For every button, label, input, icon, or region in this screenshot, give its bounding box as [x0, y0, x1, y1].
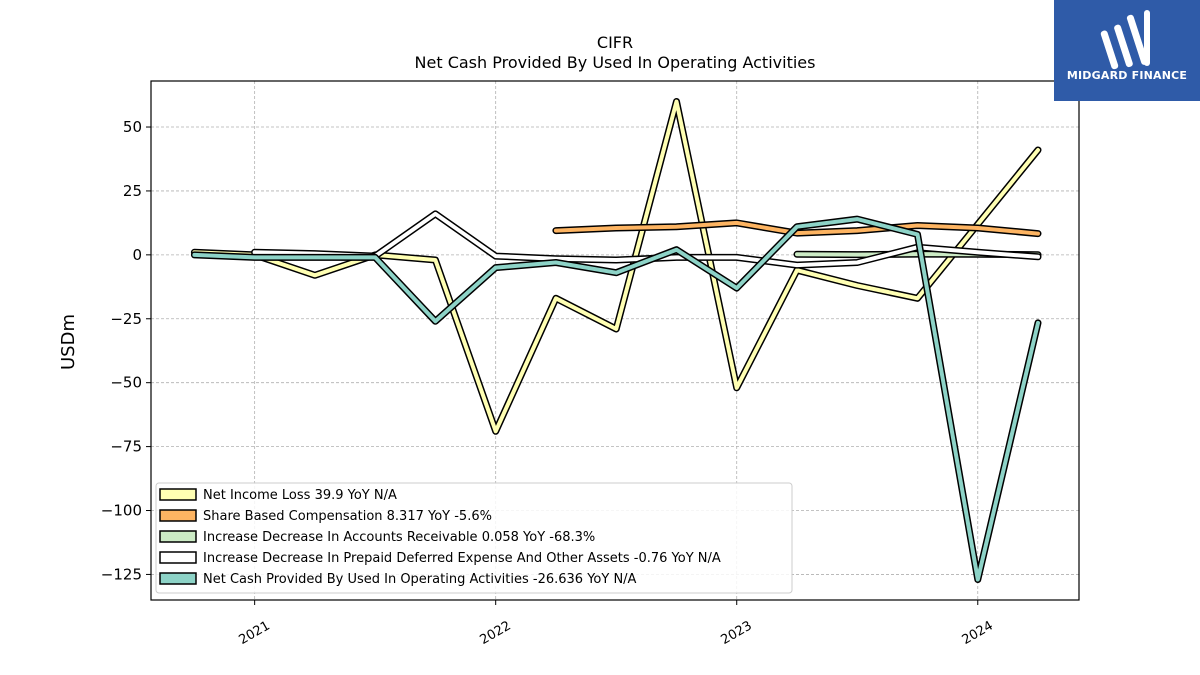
- chart-subtitle: Net Cash Provided By Used In Operating A…: [415, 53, 816, 72]
- y-tick-label: −25: [110, 310, 142, 328]
- y-tick-label: 50: [123, 118, 142, 136]
- y-tick-label: 0: [132, 246, 142, 264]
- y-tick-label: −75: [110, 438, 142, 456]
- y-tick-label: −50: [110, 374, 142, 392]
- legend-label: Increase Decrease In Prepaid Deferred Ex…: [203, 551, 721, 566]
- brand-name: MIDGARD FINANCE: [1066, 69, 1188, 82]
- legend-swatch: [159, 530, 197, 543]
- series-line: [192, 217, 1040, 582]
- plot-frame: [150, 80, 1080, 601]
- chart-title: CIFR: [597, 33, 633, 52]
- legend-box: [155, 482, 793, 594]
- brand-logo: MIDGARD FINANCE: [1054, 0, 1200, 101]
- y-tick-label: −125: [101, 565, 142, 583]
- midgard-logo-icon: [1100, 10, 1150, 70]
- y-axis-label: USDm: [58, 314, 79, 370]
- legend-label: Net Income Loss 39.9 YoY N/A: [203, 488, 397, 503]
- legend-swatch: [159, 551, 197, 564]
- x-tick-label: 2021: [236, 618, 272, 648]
- y-tick-label: −100: [101, 502, 142, 520]
- legend-swatch: [159, 488, 197, 501]
- x-tick-label: 2024: [960, 618, 996, 648]
- series-line: [553, 220, 1040, 236]
- series-outline: [190, 98, 1042, 435]
- x-tick-label: 2023: [719, 618, 755, 648]
- x-tick-label: 2022: [478, 618, 514, 648]
- legend-swatch: [159, 509, 197, 522]
- legend-label: Net Cash Provided By Used In Operating A…: [203, 572, 637, 587]
- legend-label: Increase Decrease In Accounts Receivable…: [203, 530, 595, 545]
- legend-label: Share Based Compensation 8.317 YoY -5.6%: [203, 509, 492, 524]
- legend-swatch: [159, 572, 197, 585]
- series-line: [192, 99, 1040, 434]
- y-tick-label: 25: [123, 182, 142, 200]
